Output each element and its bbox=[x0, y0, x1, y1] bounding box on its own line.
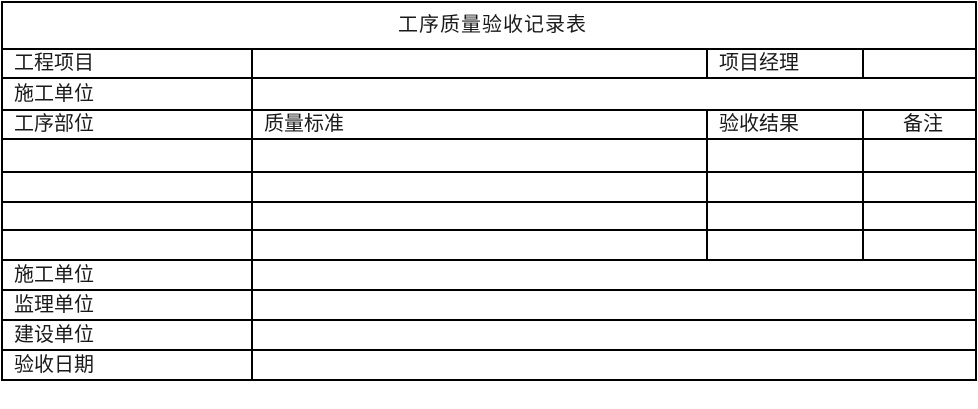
footer-row-construction-unit: 施工单位 bbox=[1, 259, 977, 291]
project-value-cell bbox=[251, 48, 708, 79]
table-title: 工序质量验收记录表 bbox=[1, 1, 977, 50]
project-row: 工程项目 项目经理 bbox=[1, 48, 977, 79]
entry-row bbox=[1, 171, 977, 203]
footer-label-cell: 建设单位 bbox=[1, 319, 253, 351]
entry-result-cell bbox=[706, 171, 864, 203]
entry-part-cell bbox=[1, 171, 253, 203]
entry-standard-cell bbox=[251, 171, 708, 203]
column-header-row: 工序部位 质量标准 验收结果 备注 bbox=[1, 109, 977, 140]
contractor-value-cell bbox=[251, 77, 977, 111]
footer-label-cell: 施工单位 bbox=[1, 259, 253, 291]
entry-row bbox=[1, 201, 977, 231]
entry-part-cell bbox=[1, 229, 253, 261]
entry-remarks-cell bbox=[862, 201, 977, 231]
entry-standard-cell bbox=[251, 138, 708, 173]
footer-value-cell bbox=[251, 349, 977, 381]
entry-standard-cell bbox=[251, 201, 708, 231]
header-process-part-cell: 工序部位 bbox=[1, 109, 253, 140]
footer-value-cell bbox=[251, 289, 977, 321]
entry-remarks-cell bbox=[862, 171, 977, 203]
header-acceptance-result-cell: 验收结果 bbox=[706, 109, 864, 140]
title-row: 工序质量验收记录表 bbox=[1, 1, 977, 50]
entry-result-cell bbox=[706, 229, 864, 261]
footer-label-cell: 监理单位 bbox=[1, 289, 253, 321]
entry-standard-cell bbox=[251, 229, 708, 261]
entry-row bbox=[1, 229, 977, 261]
project-label-cell: 工程项目 bbox=[1, 48, 253, 79]
entry-result-cell bbox=[706, 138, 864, 173]
footer-label-cell: 验收日期 bbox=[1, 349, 253, 381]
manager-value-cell bbox=[862, 48, 977, 79]
entry-part-cell bbox=[1, 201, 253, 231]
entry-row bbox=[1, 138, 977, 173]
entry-result-cell bbox=[706, 201, 864, 231]
footer-row-supervision-unit: 监理单位 bbox=[1, 289, 977, 321]
footer-value-cell bbox=[251, 259, 977, 291]
contractor-label-cell: 施工单位 bbox=[1, 77, 253, 111]
manager-label-cell: 项目经理 bbox=[706, 48, 864, 79]
entry-remarks-cell bbox=[862, 229, 977, 261]
header-quality-standard-cell: 质量标准 bbox=[251, 109, 708, 140]
contractor-row: 施工单位 bbox=[1, 77, 977, 111]
footer-row-acceptance-date: 验收日期 bbox=[1, 349, 977, 381]
process-quality-acceptance-table: 工序质量验收记录表 工程项目 项目经理 施工单位 工序部位 质量标准 验收结果 … bbox=[1, 1, 977, 381]
footer-value-cell bbox=[251, 319, 977, 351]
entry-part-cell bbox=[1, 138, 253, 173]
entry-remarks-cell bbox=[862, 138, 977, 173]
footer-row-owner-unit: 建设单位 bbox=[1, 319, 977, 351]
header-remarks-cell: 备注 bbox=[862, 109, 977, 140]
